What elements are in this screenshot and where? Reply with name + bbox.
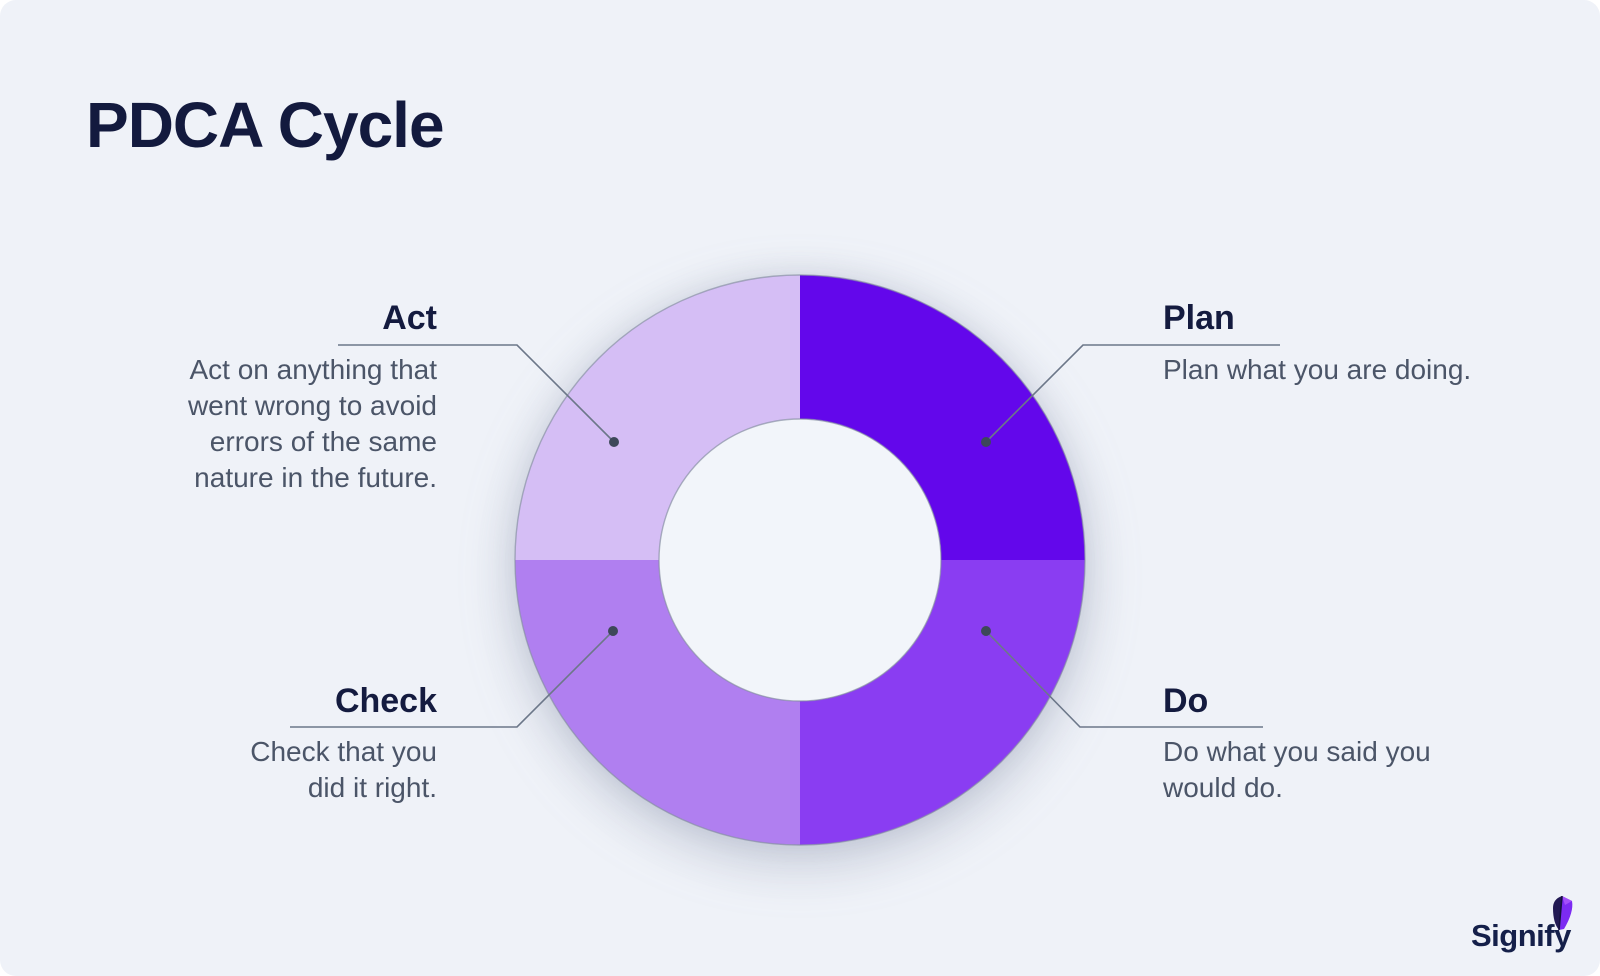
pdca-donut-chart (514, 274, 1086, 846)
page-title: PDCA Cycle (86, 89, 445, 161)
plan-label: Plan (1163, 299, 1235, 337)
act-label: Act (382, 299, 437, 337)
donut-segment-plan (800, 275, 1085, 560)
do-description: Do what you said you would do. (1163, 734, 1543, 806)
plan-description: Plan what you are doing. (1163, 352, 1543, 388)
check-description-line: Check that you (250, 736, 437, 767)
act-description-line: nature in the future. (194, 462, 437, 493)
check-label: Check (334, 682, 437, 720)
act-description-line: errors of the same (209, 426, 437, 457)
do-description-line: would do. (1163, 772, 1283, 803)
do-label: Do (1163, 682, 1209, 720)
check-description-line: did it right. (307, 772, 437, 803)
check-description: Check that you did it right. (125, 734, 437, 806)
signify-flame-icon (1553, 896, 1573, 931)
donut-segment-act (515, 275, 800, 560)
plan-description-line: Plan what you are doing. (1163, 354, 1472, 385)
donut-inner-rim (658, 418, 942, 702)
act-description: Act on anything that went wrong to avoid… (125, 352, 437, 496)
brand-logo: Signify (1438, 878, 1578, 953)
do-description-line: Do what you said you (1163, 736, 1431, 767)
brand-name: Signify (1471, 918, 1571, 953)
act-description-line: went wrong to avoid (187, 390, 437, 421)
donut-outer-rim (514, 274, 1086, 846)
donut-hole (659, 419, 941, 701)
act-description-line: Act on anything that (189, 354, 437, 385)
